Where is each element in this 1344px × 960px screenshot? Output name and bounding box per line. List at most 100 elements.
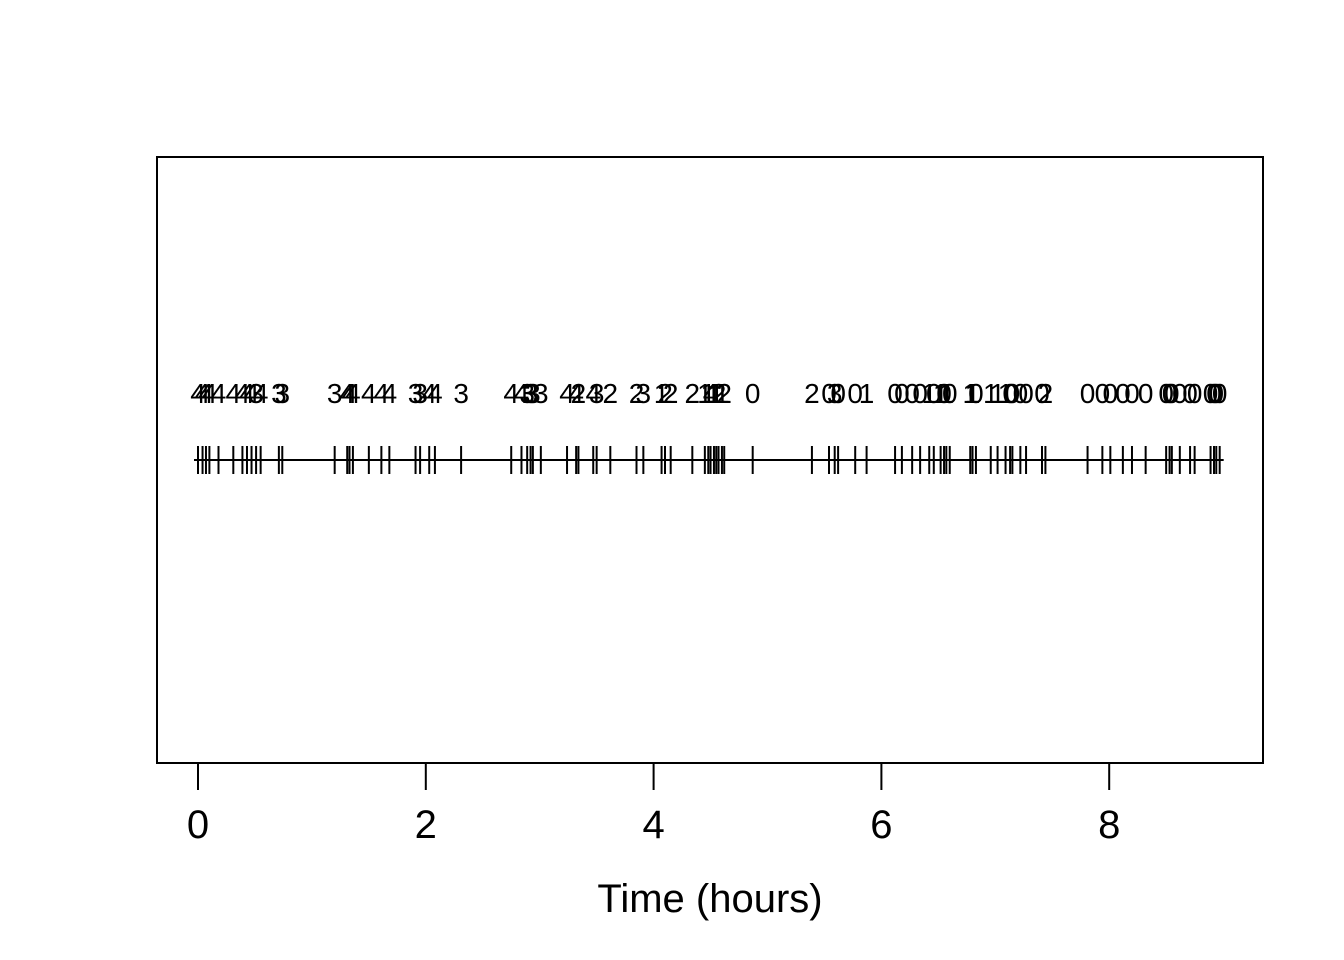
event-count-label: 0 xyxy=(1212,378,1228,409)
event-count-label: 0 xyxy=(1095,378,1111,409)
event-count-label: 3 xyxy=(453,378,469,409)
event-count-label: 4 xyxy=(345,378,361,409)
event-count-label: 1 xyxy=(983,378,999,409)
event-count-label: 4 xyxy=(202,378,218,409)
event-count-label: 4 xyxy=(421,378,437,409)
plot-border xyxy=(156,156,1264,764)
event-count-label: 3 xyxy=(412,378,428,409)
event-count-label: 0 xyxy=(926,378,942,409)
event-count-label: 0 xyxy=(1080,378,1096,409)
x-axis-tick-label: 4 xyxy=(642,803,664,847)
event-count-label: 4 xyxy=(211,378,227,409)
event-count-label: 0 xyxy=(1115,378,1131,409)
event-count-label: 1 xyxy=(708,378,724,409)
event-count-label: 1 xyxy=(706,378,722,409)
event-count-label: 1 xyxy=(921,378,937,409)
event-count-label: 3 xyxy=(408,378,424,409)
event-count-label: 3 xyxy=(271,378,287,409)
event-count-label: 2 xyxy=(804,378,820,409)
event-count-label: 4 xyxy=(703,378,719,409)
event-count-label: 3 xyxy=(533,378,549,409)
event-count-label: 0 xyxy=(1103,378,1119,409)
event-count-label: 4 xyxy=(514,378,530,409)
event-count-label: 4 xyxy=(244,378,260,409)
event-count-label: 4 xyxy=(339,378,355,409)
event-count-label: 2 xyxy=(657,378,673,409)
x-axis-title: Time (hours) xyxy=(597,877,822,921)
event-count-label: 4 xyxy=(198,378,214,409)
event-count-label: 4 xyxy=(374,378,390,409)
x-axis-tick-label: 8 xyxy=(1098,803,1120,847)
event-count-label: 0 xyxy=(1018,378,1034,409)
event-count-label: 4 xyxy=(503,378,519,409)
event-count-label: 3 xyxy=(525,378,541,409)
event-count-label: 2 xyxy=(1038,378,1054,409)
event-count-label: 0 xyxy=(1138,378,1154,409)
event-count-label: 0 xyxy=(936,378,952,409)
event-count-label: 0 xyxy=(1203,378,1219,409)
event-count-label: 2 xyxy=(663,378,679,409)
event-count-label: 4 xyxy=(226,378,242,409)
event-count-label: 0 xyxy=(1208,378,1224,409)
event-count-label: 3 xyxy=(248,378,264,409)
event-count-label: 0 xyxy=(821,378,837,409)
event-count-label: 0 xyxy=(1013,378,1029,409)
event-count-label: 2 xyxy=(716,378,732,409)
event-count-label: 4 xyxy=(190,378,206,409)
event-count-label: 2 xyxy=(603,378,619,409)
event-count-label: 4 xyxy=(559,378,575,409)
event-count-label: 1 xyxy=(965,378,981,409)
event-count-label: 3 xyxy=(327,378,343,409)
event-count-label: 1 xyxy=(700,378,716,409)
event-count-label: 0 xyxy=(1124,378,1140,409)
event-count-label: 1 xyxy=(933,378,949,409)
event-count-label: 2 xyxy=(571,378,587,409)
event-count-label: 0 xyxy=(894,378,910,409)
event-count-label: 0 xyxy=(887,378,903,409)
event-count-label: 2 xyxy=(685,378,701,409)
event-count-label: 0 xyxy=(1034,378,1050,409)
event-count-label: 0 xyxy=(1164,378,1180,409)
x-axis-tick-label: 2 xyxy=(415,803,437,847)
event-count-label: 3 xyxy=(519,378,535,409)
event-count-label: 1 xyxy=(939,378,955,409)
event-count-label: 0 xyxy=(1187,378,1203,409)
event-count-label: 1 xyxy=(962,378,978,409)
event-count-label: 0 xyxy=(1158,378,1174,409)
event-count-label: 0 xyxy=(830,378,846,409)
event-count-label: 0 xyxy=(912,378,928,409)
event-count-label: 2 xyxy=(711,378,727,409)
x-axis-tick-label: 0 xyxy=(187,803,209,847)
event-count-label: 2 xyxy=(629,378,645,409)
event-count-label: 3 xyxy=(274,378,290,409)
event-count-label: 0 xyxy=(942,378,958,409)
event-count-label: 4 xyxy=(195,378,211,409)
event-count-label: 1 xyxy=(714,378,730,409)
x-axis-tick-label: 6 xyxy=(870,803,892,847)
event-count-label: 3 xyxy=(589,378,605,409)
event-count-label: 1 xyxy=(654,378,670,409)
event-count-label: 3 xyxy=(636,378,652,409)
event-count-label: 0 xyxy=(968,378,984,409)
event-count-label: 1 xyxy=(998,378,1014,409)
event-count-label: 0 xyxy=(1182,378,1198,409)
event-count-label: 0 xyxy=(1206,378,1222,409)
event-count-label: 4 xyxy=(382,378,398,409)
event-count-label: 4 xyxy=(361,378,377,409)
event-count-label: 0 xyxy=(1002,378,1018,409)
event-count-label: 3 xyxy=(827,378,843,409)
event-count-label: 1 xyxy=(697,378,713,409)
event-count-label: 1 xyxy=(990,378,1006,409)
event-count-label: 1 xyxy=(859,378,875,409)
event-count-label: 0 xyxy=(1162,378,1178,409)
event-count-label: 4 xyxy=(342,378,358,409)
event-count-label: 4 xyxy=(239,378,255,409)
event-count-label: 0 xyxy=(904,378,920,409)
event-count-label: 0 xyxy=(847,378,863,409)
event-count-label: 4 xyxy=(568,378,584,409)
event-count-label: 0 xyxy=(745,378,761,409)
event-count-label: 3 xyxy=(523,378,539,409)
event-count-label: 4 xyxy=(585,378,601,409)
